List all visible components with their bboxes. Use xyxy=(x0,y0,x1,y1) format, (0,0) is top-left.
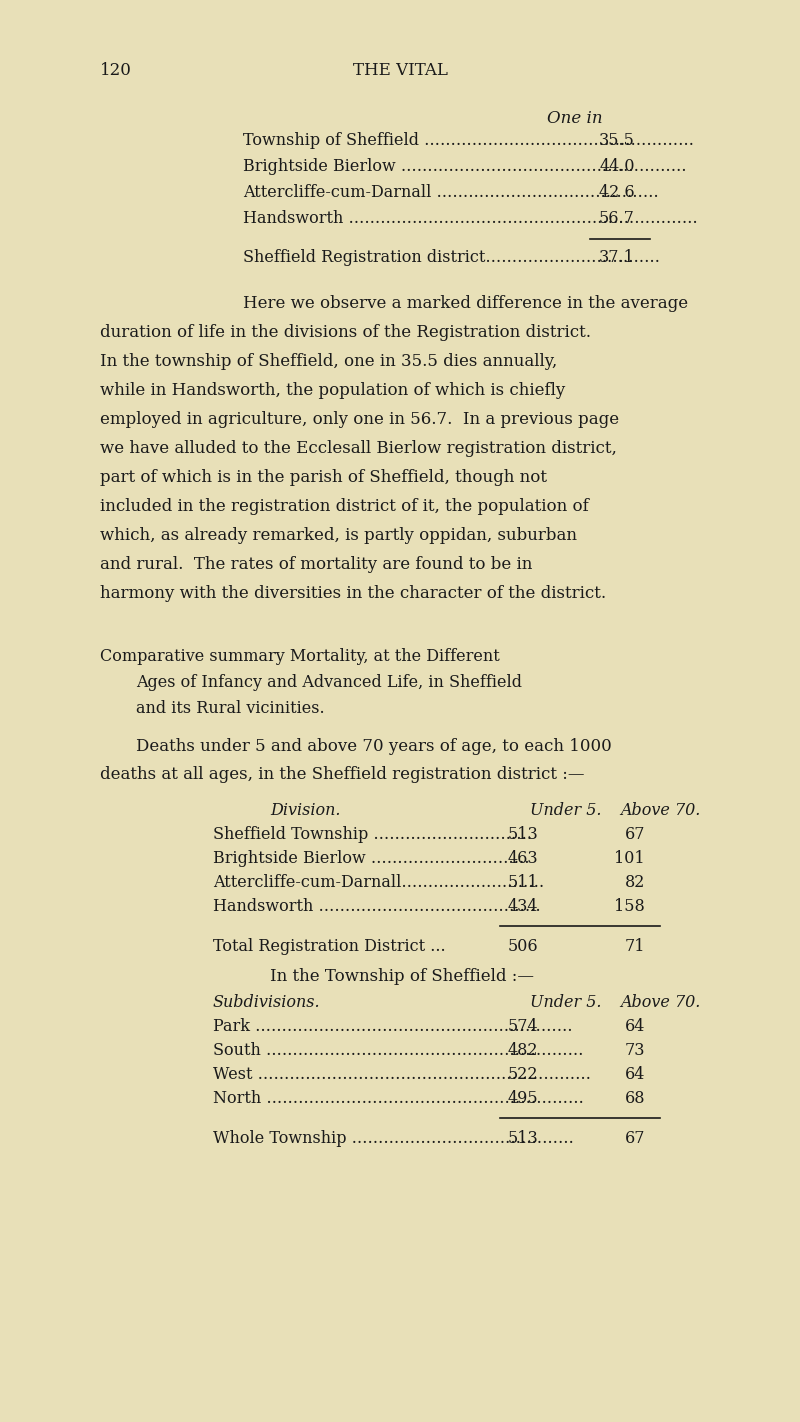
Text: Brightside Bierlow …………………………: Brightside Bierlow ………………………… xyxy=(213,850,530,867)
Text: 120: 120 xyxy=(100,63,132,80)
Text: included in the registration district of it, the population of: included in the registration district of… xyxy=(100,498,589,515)
Text: Comparative summary Mortality, at the Different: Comparative summary Mortality, at the Di… xyxy=(100,648,500,665)
Text: 101: 101 xyxy=(614,850,645,867)
Text: which, as already remarked, is partly oppidan, suburban: which, as already remarked, is partly op… xyxy=(100,528,577,545)
Text: In the Township of Sheffield :—: In the Township of Sheffield :— xyxy=(270,968,534,985)
Text: employed in agriculture, only one in 56.7.  In a previous page: employed in agriculture, only one in 56.… xyxy=(100,411,619,428)
Text: Under 5.: Under 5. xyxy=(530,802,602,819)
Text: Division.: Division. xyxy=(270,802,341,819)
Text: while in Handsworth, the population of which is chiefly: while in Handsworth, the population of w… xyxy=(100,383,566,400)
Text: 158: 158 xyxy=(614,899,645,914)
Text: 506: 506 xyxy=(507,939,538,956)
Text: Attercliffe-cum-Darnall ……………………………………: Attercliffe-cum-Darnall …………………………………… xyxy=(243,183,658,201)
Text: Sheffield Township …………………………: Sheffield Township ………………………… xyxy=(213,826,532,843)
Text: we have alluded to the Ecclesall Bierlow registration district,: we have alluded to the Ecclesall Bierlow… xyxy=(100,439,617,456)
Text: and rural.  The rates of mortality are found to be in: and rural. The rates of mortality are fo… xyxy=(100,556,532,573)
Text: and its Rural vicinities.: and its Rural vicinities. xyxy=(136,700,325,717)
Text: 67: 67 xyxy=(625,826,645,843)
Text: 35.5: 35.5 xyxy=(599,132,635,149)
Text: North ……………………………………………………: North …………………………………………………… xyxy=(213,1091,584,1106)
Text: In the township of Sheffield, one in 35.5 dies annually,: In the township of Sheffield, one in 35.… xyxy=(100,353,558,370)
Text: 73: 73 xyxy=(625,1042,645,1059)
Text: Subdivisions.: Subdivisions. xyxy=(213,994,321,1011)
Text: part of which is in the parish of Sheffield, though not: part of which is in the parish of Sheffi… xyxy=(100,469,547,486)
Text: Handsworth ……………………………………: Handsworth …………………………………… xyxy=(213,899,541,914)
Text: 37.1: 37.1 xyxy=(599,249,635,266)
Text: Under 5.: Under 5. xyxy=(530,994,602,1011)
Text: 463: 463 xyxy=(507,850,538,867)
Text: Attercliffe-cum-Darnall………………………: Attercliffe-cum-Darnall……………………… xyxy=(213,875,544,892)
Text: West ………………………………………………………: West ……………………………………………………… xyxy=(213,1066,591,1084)
Text: South ……………………………………………………: South …………………………………………………… xyxy=(213,1042,583,1059)
Text: 434: 434 xyxy=(507,899,538,914)
Text: 511: 511 xyxy=(507,875,538,892)
Text: THE VITAL: THE VITAL xyxy=(353,63,447,80)
Text: 574: 574 xyxy=(507,1018,538,1035)
Text: 522: 522 xyxy=(507,1066,538,1084)
Text: harmony with the diversities in the character of the district.: harmony with the diversities in the char… xyxy=(100,584,606,602)
Text: 64: 64 xyxy=(625,1018,645,1035)
Text: Park ……………………………………………………: Park …………………………………………………… xyxy=(213,1018,573,1035)
Text: 513: 513 xyxy=(507,1130,538,1148)
Text: 68: 68 xyxy=(625,1091,645,1106)
Text: 44.0: 44.0 xyxy=(599,158,635,175)
Text: Handsworth …………………………………………………………: Handsworth ………………………………………………………… xyxy=(243,210,698,228)
Text: Brightside Bierlow ………………………………………………: Brightside Bierlow ……………………………………………… xyxy=(243,158,686,175)
Text: Here we observe a marked difference in the average: Here we observe a marked difference in t… xyxy=(243,294,688,311)
Text: duration of life in the divisions of the Registration district.: duration of life in the divisions of the… xyxy=(100,324,591,341)
Text: Above 70.: Above 70. xyxy=(620,994,700,1011)
Text: Township of Sheffield ……………………………………………: Township of Sheffield …………………………………………… xyxy=(243,132,694,149)
Text: 64: 64 xyxy=(625,1066,645,1084)
Text: Ages of Infancy and Advanced Life, in Sheffield: Ages of Infancy and Advanced Life, in Sh… xyxy=(136,674,522,691)
Text: 82: 82 xyxy=(625,875,645,892)
Text: 56.7: 56.7 xyxy=(599,210,635,228)
Text: Sheffield Registration district……………………………: Sheffield Registration district………………………… xyxy=(243,249,660,266)
Text: Deaths under 5 and above 70 years of age, to each 1000: Deaths under 5 and above 70 years of age… xyxy=(136,738,612,755)
Text: 42 6: 42 6 xyxy=(599,183,635,201)
Text: 71: 71 xyxy=(625,939,645,956)
Text: Total Registration District ...: Total Registration District ... xyxy=(213,939,446,956)
Text: Above 70.: Above 70. xyxy=(620,802,700,819)
Text: 513: 513 xyxy=(507,826,538,843)
Text: 482: 482 xyxy=(507,1042,538,1059)
Text: deaths at all ages, in the Sheffield registration district :—: deaths at all ages, in the Sheffield reg… xyxy=(100,766,585,784)
Text: One in: One in xyxy=(547,109,603,127)
Text: 495: 495 xyxy=(507,1091,538,1106)
Text: 67: 67 xyxy=(625,1130,645,1148)
Text: Whole Township ……………………………………: Whole Township …………………………………… xyxy=(213,1130,574,1148)
